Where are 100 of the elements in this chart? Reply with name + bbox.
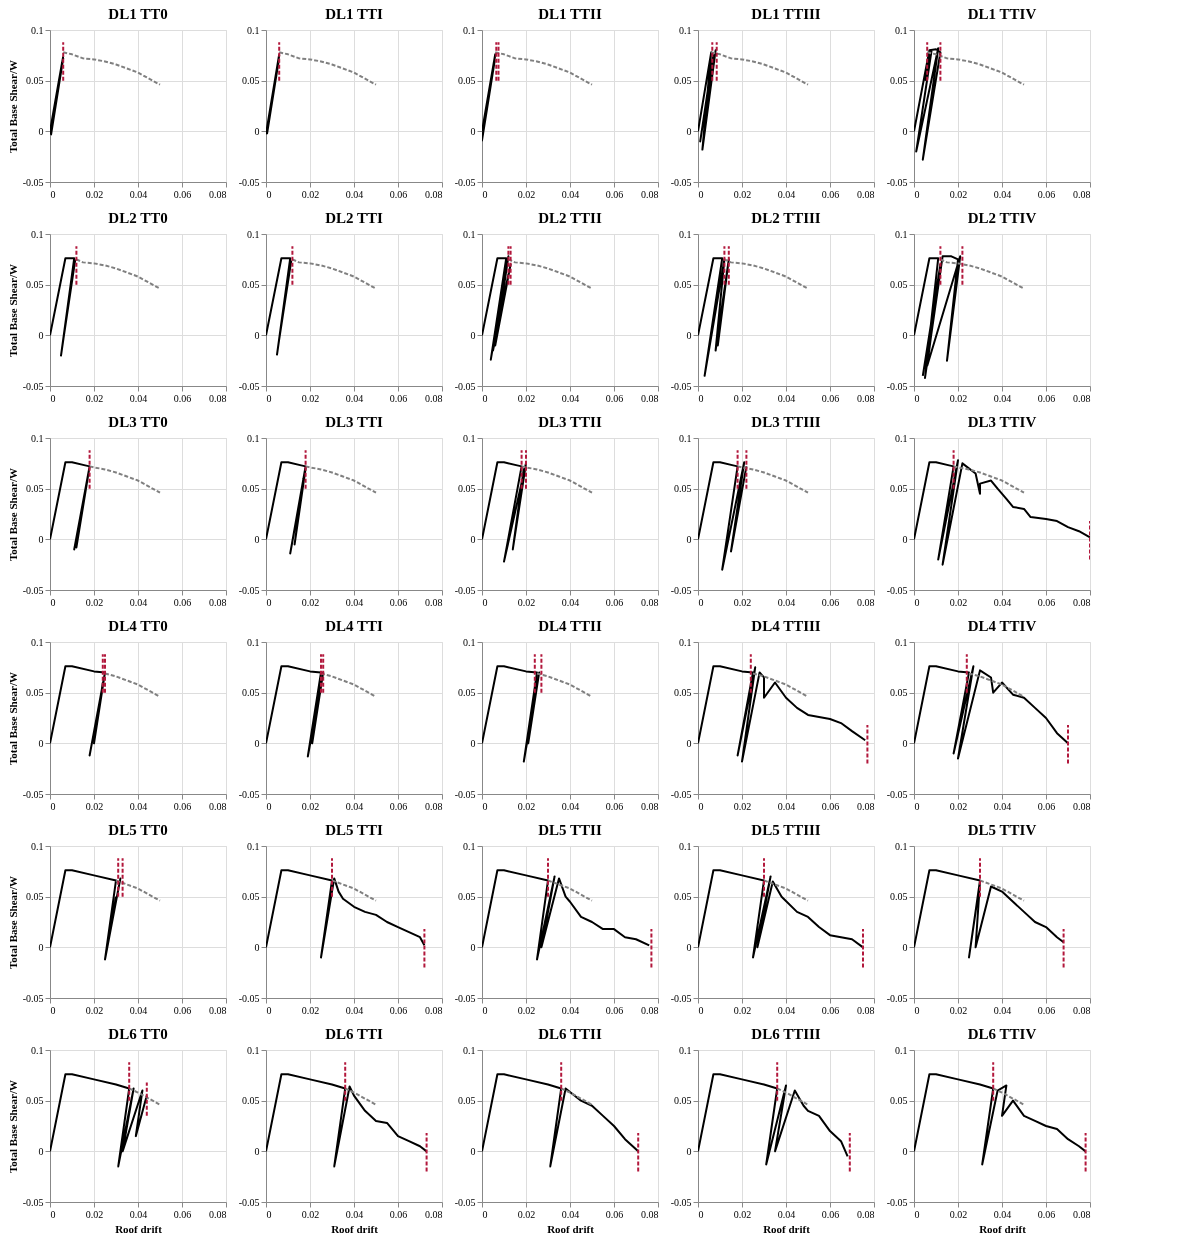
y-tick-label: 0.05 — [26, 891, 44, 903]
y-tick-label: 0 — [254, 1145, 260, 1157]
x-tick-label: 0.04 — [345, 1004, 364, 1016]
y-tick-label: -0.05 — [238, 584, 260, 596]
y-axis-title: Total Base Shear/W — [6, 263, 19, 358]
x-tick-label: 0 — [698, 392, 704, 404]
y-tick-label: -0.05 — [886, 1196, 908, 1208]
x-tick-label: 0.06 — [1037, 800, 1056, 812]
x-tick-label: 0.02 — [301, 1208, 320, 1220]
y-tick-label: 0.1 — [31, 840, 44, 852]
y-tick-label: 0 — [254, 329, 260, 341]
y-tick-label: 0.1 — [679, 432, 692, 444]
y-tick-label: 0.05 — [458, 483, 476, 495]
y-tick-label: 0.1 — [463, 636, 476, 648]
x-tick-label: 0 — [482, 392, 488, 404]
y-tick-label: 0.05 — [242, 75, 260, 87]
y-tick-label: 0 — [902, 1145, 908, 1157]
x-tick-label: 0.02 — [517, 800, 536, 812]
x-axis-title: Roof drift — [979, 1222, 1027, 1235]
x-tick-label: 0.02 — [85, 1208, 104, 1220]
y-tick-label: 0 — [686, 125, 692, 137]
y-axis-title: Total Base Shear/W — [6, 671, 19, 766]
x-tick-label: 0.06 — [389, 1004, 408, 1016]
x-axis-title: Roof drift — [763, 1222, 811, 1235]
x-tick-label: 0 — [914, 188, 920, 200]
x-tick-label: 0.08 — [425, 1208, 443, 1220]
chart-title: DL3 TTI — [325, 414, 383, 430]
x-tick-label: 0.02 — [85, 1004, 104, 1016]
x-tick-label: 0.02 — [949, 596, 968, 608]
x-tick-label: 0.08 — [209, 392, 227, 404]
x-tick-label: 0.04 — [129, 1004, 148, 1016]
y-tick-label: 0.05 — [890, 75, 908, 87]
x-tick-label: 0.04 — [345, 392, 364, 404]
x-tick-label: 0.04 — [993, 1004, 1012, 1016]
y-tick-label: -0.05 — [22, 584, 44, 596]
x-axis-title: Roof drift — [115, 1222, 163, 1235]
x-tick-label: 0.02 — [733, 188, 752, 200]
y-tick-label: 0.1 — [895, 228, 908, 240]
x-tick-label: 0.02 — [85, 800, 104, 812]
y-tick-label: 0.05 — [674, 1095, 692, 1107]
x-tick-label: 0.04 — [993, 800, 1012, 812]
x-tick-label: 0.04 — [777, 1208, 796, 1220]
y-tick-label: 0.05 — [890, 279, 908, 291]
x-tick-label: 0.02 — [85, 392, 104, 404]
x-tick-label: 0.02 — [85, 596, 104, 608]
y-tick-label: 0.05 — [26, 483, 44, 495]
x-tick-label: 0 — [698, 800, 704, 812]
x-tick-label: 0.08 — [1073, 1208, 1091, 1220]
x-tick-label: 0.06 — [389, 188, 408, 200]
x-tick-label: 0.04 — [129, 800, 148, 812]
y-tick-label: 0 — [254, 737, 260, 749]
y-tick-label: 0 — [470, 533, 476, 545]
y-tick-label: 0.1 — [247, 24, 260, 36]
x-tick-label: 0.08 — [641, 1208, 659, 1220]
y-tick-label: 0.05 — [890, 483, 908, 495]
x-tick-label: 0.08 — [1073, 392, 1091, 404]
chart-title: DL3 TTIV — [967, 414, 1037, 430]
y-tick-label: -0.05 — [22, 1196, 44, 1208]
chart-title: DL2 TTIII — [751, 210, 821, 226]
y-tick-label: 0 — [254, 941, 260, 953]
chart-title: DL1 TTIII — [751, 6, 821, 22]
x-tick-label: 0 — [698, 1208, 704, 1220]
y-axis-title: Total Base Shear/W — [6, 875, 19, 970]
y-tick-label: 0.1 — [895, 432, 908, 444]
y-tick-label: 0 — [686, 1145, 692, 1157]
chart-title: DL2 TTII — [538, 210, 602, 226]
y-tick-label: 0 — [38, 329, 44, 341]
y-tick-label: 0.05 — [890, 687, 908, 699]
y-tick-label: 0.05 — [674, 279, 692, 291]
x-tick-label: 0.08 — [209, 1208, 227, 1220]
x-tick-label: 0 — [914, 1004, 920, 1016]
x-tick-label: 0.08 — [1073, 800, 1091, 812]
x-tick-label: 0.02 — [517, 392, 536, 404]
chart-title: DL2 TTI — [325, 210, 383, 226]
y-tick-label: 0 — [686, 329, 692, 341]
y-tick-label: 0.05 — [26, 279, 44, 291]
x-tick-label: 0.02 — [949, 188, 968, 200]
chart-title: DL5 TTIII — [751, 822, 821, 838]
x-tick-label: 0.06 — [821, 392, 840, 404]
x-axis-title: Roof drift — [331, 1222, 379, 1235]
y-tick-label: 0 — [470, 329, 476, 341]
x-tick-label: 0.06 — [605, 188, 624, 200]
y-tick-label: 0.1 — [679, 636, 692, 648]
y-tick-label: 0 — [902, 329, 908, 341]
x-tick-label: 0 — [266, 1004, 272, 1016]
chart-title: DL4 TTII — [538, 618, 602, 634]
chart-title: DL6 TTIV — [967, 1026, 1037, 1042]
chart-title: DL1 TT0 — [108, 6, 168, 22]
y-tick-label: 0 — [38, 941, 44, 953]
x-tick-label: 0 — [914, 1208, 920, 1220]
x-tick-label: 0.02 — [949, 1004, 968, 1016]
chart-title: DL3 TTIII — [751, 414, 821, 430]
y-tick-label: 0.1 — [31, 24, 44, 36]
x-axis-title: Roof drift — [547, 1222, 595, 1235]
y-tick-label: -0.05 — [454, 1196, 476, 1208]
y-tick-label: 0.1 — [895, 1044, 908, 1056]
x-tick-label: 0.06 — [605, 800, 624, 812]
x-tick-label: 0.06 — [389, 392, 408, 404]
y-tick-label: -0.05 — [22, 380, 44, 392]
x-tick-label: 0.08 — [425, 188, 443, 200]
